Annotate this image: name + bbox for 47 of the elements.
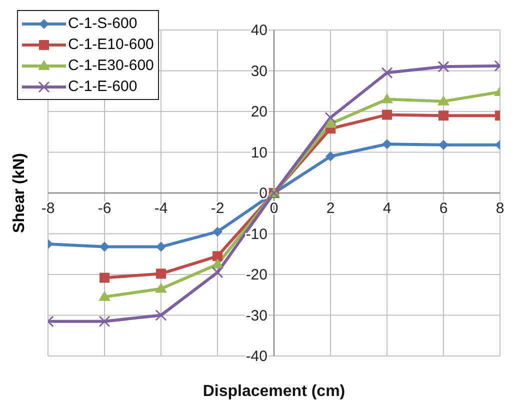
y-axis-title: Shear (kN) [11, 152, 29, 234]
point [155, 310, 167, 321]
x-axis-title: Displacement (cm) [202, 383, 346, 400]
point [212, 251, 222, 262]
y-tick-label: -10 [246, 226, 268, 243]
y-tick-label: -40 [246, 348, 268, 365]
point [212, 258, 224, 268]
point [98, 290, 110, 301]
x-tick-label: 2 [326, 200, 335, 217]
x-tick-label: 8 [496, 200, 504, 217]
point [212, 266, 224, 278]
legend-label: C-1-E-600 [68, 78, 138, 95]
x-tick-label: -6 [98, 200, 112, 217]
legend-label: C-1-E10-600 [68, 36, 154, 53]
x-tick-label: 4 [382, 200, 392, 217]
point [324, 118, 336, 128]
x-tick-label: 6 [439, 200, 448, 217]
point [100, 272, 110, 283]
point [326, 151, 336, 162]
y-tick-label: 30 [250, 62, 268, 80]
point [438, 110, 448, 121]
point [382, 110, 392, 120]
legend-label: C-1-E30-600 [68, 57, 154, 74]
y-tick-label: 10 [250, 144, 268, 162]
y-tick-label: -20 [246, 266, 268, 284]
point [156, 268, 166, 279]
y-tick-label: 20 [250, 104, 268, 120]
y-tick-label: -30 [246, 307, 268, 324]
legend-label: C-1-S-600 [68, 15, 138, 32]
x-tick-label: 0 [270, 200, 278, 217]
point [438, 95, 450, 106]
x-tick-label: -2 [210, 200, 224, 217]
y-tick-label: 0 [259, 185, 268, 202]
point [324, 112, 336, 124]
x-tick-label: -8 [41, 200, 55, 217]
point [381, 67, 393, 79]
point [155, 282, 167, 293]
point [212, 226, 222, 237]
point [381, 93, 393, 104]
point [438, 60, 450, 72]
point [100, 242, 110, 252]
point [438, 140, 448, 150]
x-tick-label: -4 [154, 200, 168, 217]
point [98, 316, 110, 328]
y-tick-label: 40 [250, 22, 268, 39]
point [382, 139, 392, 150]
point [156, 242, 166, 252]
